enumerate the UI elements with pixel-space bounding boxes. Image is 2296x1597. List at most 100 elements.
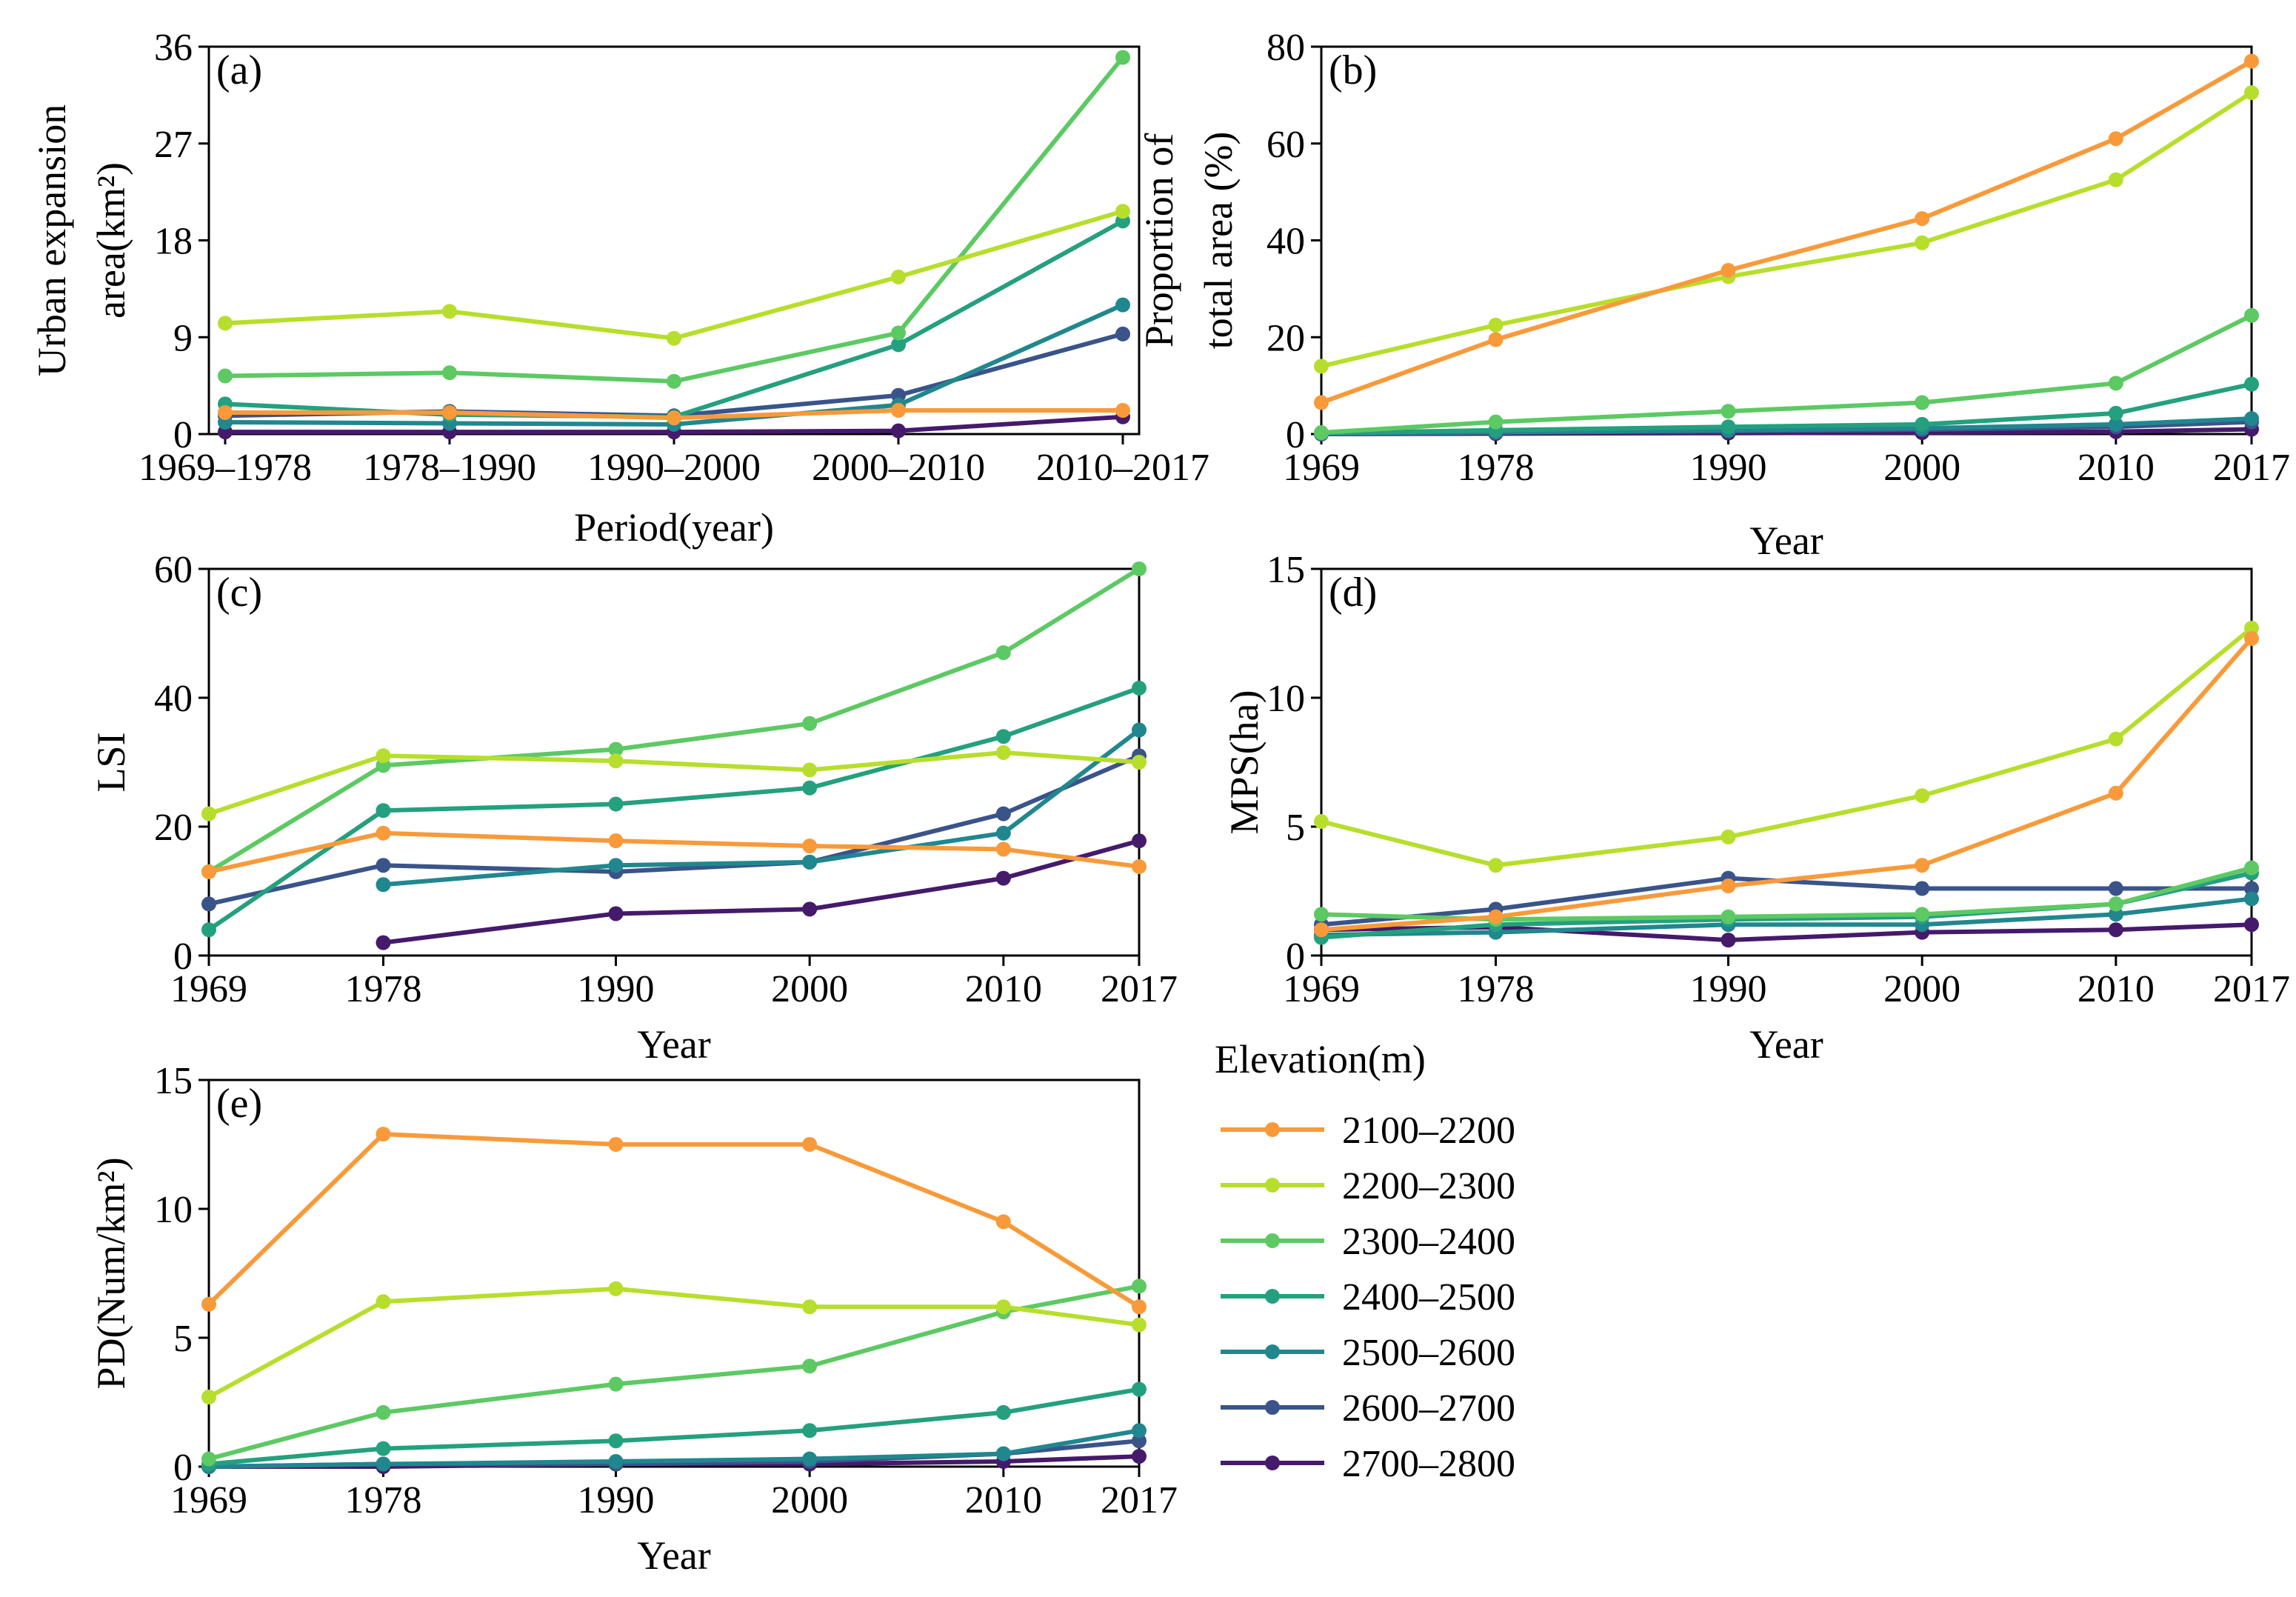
x-tick-label: 2010	[2078, 447, 2155, 489]
x-tick-label: 2017	[1101, 1479, 1178, 1521]
x-tick-label: 1969	[170, 1479, 247, 1521]
data-point	[995, 841, 1011, 857]
y-axis-label: area(km²)	[89, 162, 133, 319]
data-point	[608, 1433, 624, 1449]
data-point	[1132, 680, 1147, 696]
y-tick-label: 5	[1286, 807, 1305, 849]
y-tick-label: 0	[1286, 936, 1305, 978]
legend-marker	[1265, 1289, 1280, 1304]
x-axis-label: Year	[1749, 519, 1823, 563]
data-point	[995, 870, 1011, 886]
x-tick-label: 2000	[1883, 968, 1960, 1010]
data-point	[1915, 211, 1930, 227]
data-point	[608, 796, 624, 812]
panel-label: (c)	[216, 570, 262, 616]
series-2100–2200	[201, 1127, 1147, 1315]
legend-marker	[1265, 1400, 1280, 1415]
data-point	[1488, 414, 1504, 430]
data-point	[1132, 1278, 1147, 1294]
data-point	[1915, 858, 1930, 873]
series-line	[1321, 90, 2253, 369]
data-point	[891, 269, 906, 284]
data-point	[1488, 317, 1504, 333]
data-point	[1314, 907, 1329, 922]
legend-entry: 2100–2200	[1221, 1110, 1515, 1152]
x-tick-label: 1978	[1458, 447, 1535, 489]
series-line	[1321, 896, 2252, 938]
legend-label: 2200–2300	[1342, 1165, 1515, 1207]
x-tick-label: 2010	[965, 1479, 1042, 1521]
y-tick-label: 60	[1267, 124, 1305, 166]
data-point	[608, 741, 624, 757]
x-tick-label: 2010–2017	[1036, 447, 1209, 489]
data-point	[201, 922, 216, 938]
data-point	[802, 1358, 818, 1374]
x-tick-label: 1969–1978	[139, 447, 312, 489]
x-tick-label: 1969	[170, 968, 247, 1010]
data-point	[1314, 425, 1329, 441]
data-point	[2108, 416, 2123, 432]
data-point	[1132, 1317, 1147, 1333]
series-line	[1321, 876, 2252, 927]
series-2200–2300	[218, 204, 1130, 346]
x-tick-label: 1978–1990	[363, 447, 536, 489]
series-2200–2300	[201, 744, 1147, 821]
legend-label: 2100–2200	[1342, 1110, 1515, 1152]
y-axis-label: Urban expansion	[30, 104, 74, 376]
data-point	[376, 877, 391, 893]
data-point	[802, 1423, 818, 1438]
x-tick-label: 2010	[965, 968, 1042, 1010]
data-point	[2108, 922, 2123, 938]
x-axis-label: Year	[637, 1022, 711, 1067]
data-point	[802, 780, 818, 796]
legend-title: Elevation(m)	[1215, 1037, 1426, 1081]
y-tick-label: 5	[173, 1318, 193, 1360]
x-tick-label: 1978	[1458, 968, 1535, 1010]
legend-label: 2600–2700	[1342, 1387, 1515, 1430]
data-point	[1721, 419, 1736, 435]
series-line	[1321, 381, 2252, 436]
series-2300–2400	[201, 561, 1147, 879]
legend-entry: 2200–2300	[1221, 1165, 1515, 1207]
data-point	[1721, 909, 1736, 924]
series-line	[1321, 313, 2253, 436]
panel-a: 0 9 18 27 36 1969–1978 1978–1990 1990–2000 2000–…	[30, 27, 1209, 550]
x-axis-label: Year	[637, 1533, 711, 1578]
data-point	[442, 365, 457, 381]
data-point	[995, 744, 1011, 760]
data-point	[1721, 263, 1736, 279]
data-point	[802, 854, 818, 870]
x-tick-label: 1969	[1283, 968, 1360, 1010]
data-point	[1115, 50, 1130, 65]
data-point	[2244, 376, 2259, 392]
data-point	[995, 1214, 1011, 1230]
legend: Elevation(m) 2100–2200 2200–2300 2300–2400 2…	[1215, 1037, 1515, 1485]
y-tick-label: 36	[154, 27, 193, 69]
x-tick-label: 1990	[1690, 968, 1767, 1010]
y-axis-label: total area (%)	[1196, 132, 1241, 350]
data-point	[891, 403, 906, 419]
data-point	[2244, 917, 2259, 933]
series-2500–2600	[376, 722, 1147, 893]
data-point	[201, 1296, 216, 1312]
data-point	[376, 1404, 391, 1420]
series-2400–2500	[201, 680, 1147, 938]
data-point	[376, 825, 391, 841]
series-line	[208, 1387, 1140, 1467]
data-point	[1115, 326, 1130, 341]
data-point	[608, 1281, 624, 1296]
data-point	[2108, 405, 2123, 421]
x-tick-label: 1990	[578, 968, 655, 1010]
data-point	[201, 1451, 216, 1467]
panel-c: 0 20 40 60 1969 1978 1990 2000 2010 2017 Year LSI (c…	[89, 549, 1178, 1067]
data-point	[2244, 85, 2259, 101]
data-point	[201, 896, 216, 912]
data-point	[995, 1404, 1011, 1420]
x-tick-label: 2000	[771, 968, 848, 1010]
x-tick-label: 1969	[1283, 447, 1360, 489]
series-2200–2300	[201, 1281, 1147, 1405]
data-point	[376, 935, 391, 950]
y-tick-label: 40	[154, 678, 193, 720]
series-2100–2200	[1314, 53, 2259, 410]
y-axis-label: LSI	[89, 733, 133, 793]
